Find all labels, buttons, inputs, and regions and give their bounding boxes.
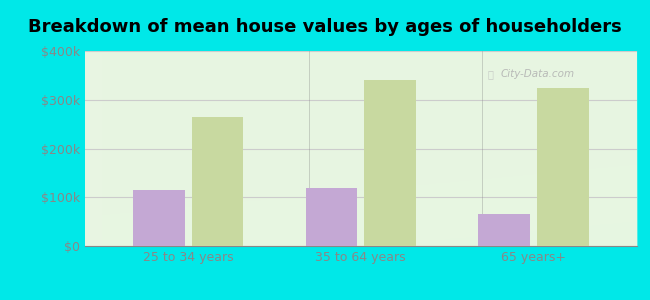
Bar xyxy=(364,80,416,246)
Bar xyxy=(306,188,358,246)
Bar xyxy=(133,190,185,246)
Text: City-Data.com: City-Data.com xyxy=(500,69,575,80)
Text: Breakdown of mean house values by ages of householders: Breakdown of mean house values by ages o… xyxy=(28,18,622,36)
Text: 🔍: 🔍 xyxy=(488,69,493,80)
Bar xyxy=(537,88,589,246)
Bar xyxy=(478,214,530,246)
Bar xyxy=(192,117,243,246)
